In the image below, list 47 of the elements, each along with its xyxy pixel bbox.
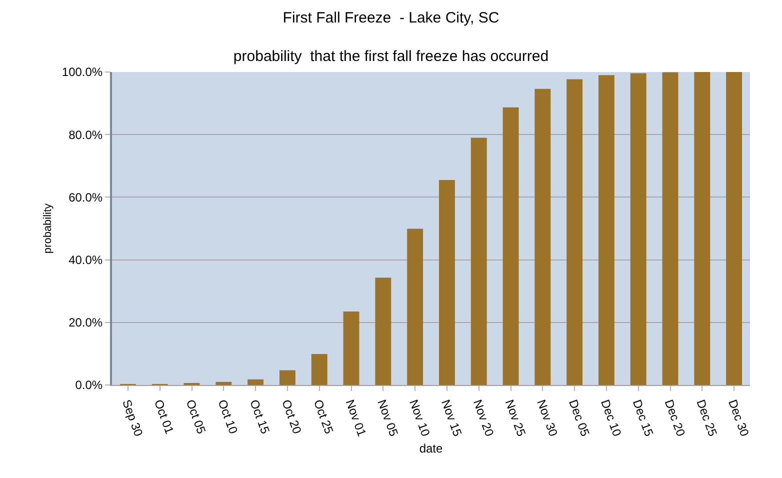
x-tick-label: Dec 20 — [662, 398, 688, 439]
bar — [470, 138, 487, 385]
y-tick-label: 0.0% — [75, 378, 103, 392]
x-tick-label: Oct 15 — [247, 398, 272, 436]
x-tick-label: Nov 20 — [470, 398, 497, 439]
x-tick-label: Nov 10 — [406, 398, 433, 439]
y-axis-title: probability — [42, 202, 54, 254]
bar — [216, 382, 232, 385]
bar — [248, 379, 264, 385]
x-tick-label: Nov 01 — [342, 398, 370, 439]
x-tick-label: Oct 05 — [183, 398, 209, 436]
x-tick-label: Sep 30 — [119, 398, 146, 439]
x-axis-title: date — [419, 441, 443, 456]
bar — [534, 88, 551, 385]
y-tick-label: 80.0% — [68, 128, 103, 142]
bar — [407, 228, 424, 385]
bar — [726, 72, 742, 385]
bar — [566, 79, 583, 385]
x-tick-label: Oct 01 — [151, 398, 177, 436]
x-tick-label: Dec 15 — [630, 398, 656, 439]
x-tick-label: Dec 10 — [598, 398, 624, 439]
y-tick-label: 100.0% — [62, 65, 103, 80]
y-tick-label: 20.0% — [68, 316, 103, 330]
bar — [343, 311, 360, 385]
x-tick-label: Nov 15 — [438, 398, 465, 439]
bar — [375, 278, 392, 385]
bar — [662, 72, 678, 385]
bar — [694, 72, 710, 385]
x-tick-label: Nov 25 — [502, 398, 529, 439]
bar — [438, 180, 455, 385]
chart-title: First Fall Freeze - Lake City, SC — [282, 9, 500, 26]
x-tick-label: Oct 10 — [215, 398, 241, 436]
bar — [598, 75, 614, 385]
bar — [311, 354, 328, 385]
bar — [279, 370, 296, 385]
x-tick-label: Oct 25 — [310, 398, 336, 436]
x-tick-label: Dec 30 — [726, 398, 752, 439]
bar — [502, 107, 519, 385]
x-tick-label: Nov 30 — [534, 398, 560, 439]
chart-subtitle: probability that the first fall freeze has occurred — [233, 48, 549, 65]
x-tick-label: Oct 20 — [278, 398, 304, 436]
bar — [630, 73, 646, 385]
x-tick-label: Dec 25 — [694, 398, 720, 439]
y-tick-label: 40.0% — [68, 253, 103, 267]
x-tick-label: Nov 05 — [374, 398, 401, 439]
x-tick-label: Dec 05 — [566, 398, 592, 439]
y-tick-label: 60.0% — [68, 190, 103, 204]
